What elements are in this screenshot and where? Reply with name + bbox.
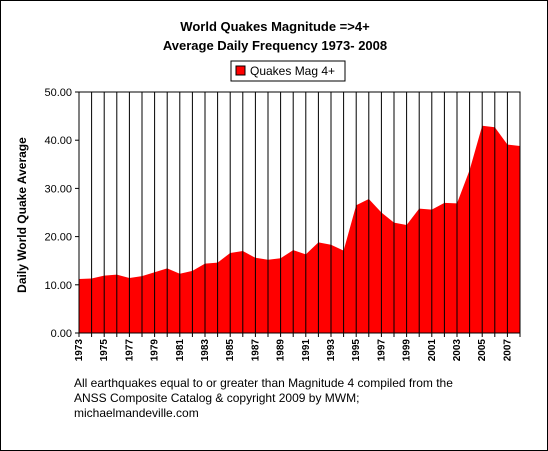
x-tick-label: 2003 — [452, 339, 463, 362]
x-tick-label: 1985 — [225, 339, 236, 362]
x-tick-label: 1973 — [74, 339, 85, 362]
legend-label: Quakes Mag 4+ — [250, 64, 335, 78]
y-tick-label: 20.00 — [44, 232, 72, 244]
x-tick-label: 1989 — [276, 339, 287, 362]
x-tick-label: 1981 — [175, 339, 186, 362]
y-tick-label: 40.00 — [44, 135, 72, 147]
y-tick-label: 50.00 — [44, 87, 72, 99]
x-tick-label: 1993 — [326, 339, 337, 362]
x-tick-label: 1983 — [200, 339, 211, 362]
x-tick-label: 1975 — [99, 339, 110, 362]
x-axis: 1973 1975 1977 1979 1981 1983 1985 1987 1989 1991… — [74, 333, 521, 362]
chart-title-line-1: World Quakes Magnitude =>4+ — [180, 19, 370, 34]
x-tick-label: 2005 — [477, 339, 488, 362]
footnote-line-1: All earthquakes equal to or greater than… — [74, 376, 453, 390]
footnote-line-2: ANSS Composite Catalog & copyright 2009 … — [74, 391, 360, 405]
chart-title-line-2: Average Daily Frequency 1973- 2008 — [163, 38, 387, 53]
legend-box — [230, 60, 346, 82]
legend-swatch — [235, 65, 246, 76]
x-tick-label: 1995 — [351, 339, 362, 362]
series-area — [79, 125, 520, 334]
x-tick-label: 1997 — [376, 339, 387, 362]
y-axis-label: Daily World Quake Average — [15, 137, 29, 293]
footnote-line-3: michaelmandeville.com — [74, 406, 199, 420]
x-tick-label: 1977 — [124, 339, 135, 362]
x-tick-label: 2001 — [427, 339, 438, 362]
x-tick-label: 1987 — [250, 339, 261, 362]
y-axis: 0.00 10.00 20.00 30.00 40.00 50.00 — [44, 87, 79, 340]
y-tick-label: 10.00 — [44, 280, 72, 292]
x-tick-label: 2007 — [502, 339, 513, 362]
legend: Quakes Mag 4+ — [230, 60, 346, 82]
plot-border — [78, 91, 521, 334]
x-tick-label: 1999 — [402, 339, 413, 362]
x-tick-label: 1991 — [301, 339, 312, 362]
x-tick-label: 1979 — [150, 339, 161, 362]
y-tick-label: 0.00 — [51, 328, 72, 340]
y-tick-label: 30.00 — [44, 183, 72, 195]
plot-area — [78, 91, 521, 334]
footnote: All earthquakes equal to or greater than… — [74, 376, 534, 421]
